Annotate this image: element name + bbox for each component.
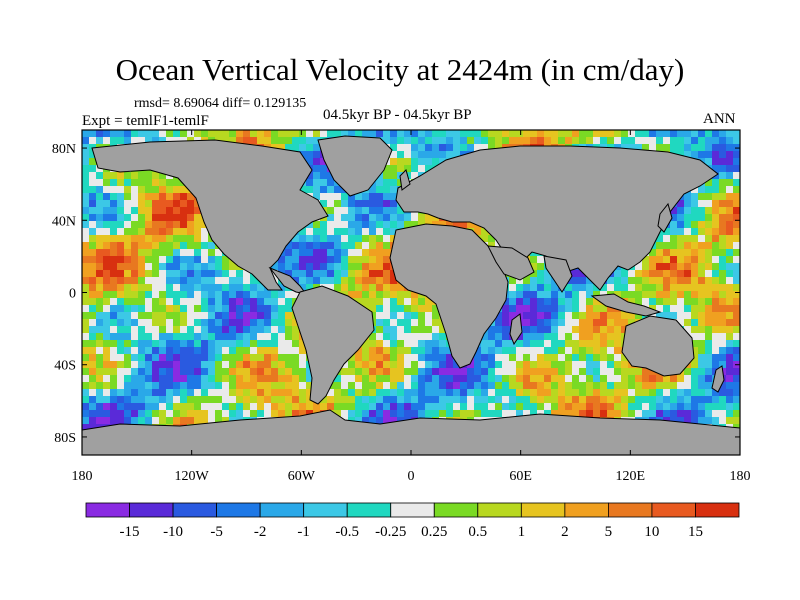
- colorbar-label: -10: [163, 524, 183, 540]
- colorbar-label: 15: [688, 524, 703, 540]
- colorbar-label: -0.5: [335, 524, 359, 540]
- lon-label: 60W: [288, 469, 316, 484]
- land-uk: [399, 169, 411, 191]
- colorbar-label: 0.5: [468, 524, 487, 540]
- colorbar-swatch: [608, 502, 653, 518]
- colorbar-swatch: [390, 502, 435, 518]
- colorbar-swatch: [346, 502, 392, 518]
- land-india: [543, 255, 573, 293]
- colorbar-label: 5: [605, 524, 613, 540]
- colorbar-swatch: [433, 502, 479, 518]
- colorbar-label: 10: [644, 524, 659, 540]
- colorbar-swatch: [172, 502, 217, 518]
- period-label: 04.5kyr BP - 04.5kyr BP: [323, 107, 472, 123]
- lon-label: 60E: [509, 469, 532, 484]
- lat-label: 40S: [54, 359, 76, 374]
- colorbar-swatch: [564, 502, 609, 518]
- land-eurasia: [395, 145, 719, 291]
- land-africa: [389, 223, 509, 369]
- colorbar-swatch: [216, 502, 261, 518]
- land-antarctica: [82, 409, 740, 455]
- land-south-america: [291, 285, 375, 405]
- colorbar-label: -1: [297, 524, 310, 540]
- lon-label: 180: [72, 469, 93, 484]
- season-label: ANN: [703, 111, 736, 127]
- lon-label: 120E: [616, 469, 646, 484]
- colorbar-label: -2: [254, 524, 267, 540]
- land-new-zealand: [711, 365, 725, 393]
- colorbar-label: -5: [210, 524, 223, 540]
- latitude-ticks: 80N 40N 0 40S 80S: [52, 142, 740, 446]
- colorbar-swatch: [520, 502, 566, 518]
- colorbar-swatch: [129, 502, 174, 518]
- experiment-label: Expt = temlF1-temlF: [82, 113, 209, 129]
- stats-text: rmsd= 8.69064 diff= 0.129135: [134, 96, 307, 111]
- longitude-ticks: 180 120W 60W 0 60E 120E 180: [72, 130, 751, 484]
- land-arabia: [487, 245, 535, 281]
- lat-label: 80N: [52, 142, 76, 157]
- lon-label: 180: [730, 469, 751, 484]
- colorbar-swatch: [695, 502, 740, 518]
- colorbar-swatch: [259, 502, 305, 518]
- land-north-america: [91, 139, 329, 291]
- lon-label: 120W: [175, 469, 210, 484]
- lat-label: 80S: [54, 431, 76, 446]
- land-australia: [621, 315, 695, 377]
- lat-label: 0: [69, 287, 76, 302]
- land-madagascar: [509, 313, 523, 346]
- colorbar: -15 -10 -5 -2 -1 -0.5 -0.25 0.25 0.5 1 2 5 10 15: [85, 502, 740, 540]
- plot-title: Ocean Vertical Velocity at 2424m (in cm/…: [115, 52, 685, 87]
- lat-label: 40N: [52, 214, 76, 229]
- colorbar-label: -0.25: [375, 524, 406, 540]
- colorbar-label: 1: [518, 524, 526, 540]
- land-mask: [82, 135, 740, 455]
- land-greenland: [317, 135, 393, 197]
- colorbar-swatch: [85, 502, 130, 518]
- land-indonesia: [590, 293, 662, 317]
- land-japan: [657, 202, 673, 233]
- colorbar-swatch: [651, 502, 696, 518]
- colorbar-label: 2: [561, 524, 569, 540]
- colorbar-swatch: [477, 502, 522, 518]
- colorbar-label: -15: [120, 524, 140, 540]
- colorbar-swatch: [303, 502, 348, 518]
- colorbar-label: 0.25: [421, 524, 447, 540]
- lon-label: 0: [408, 469, 415, 484]
